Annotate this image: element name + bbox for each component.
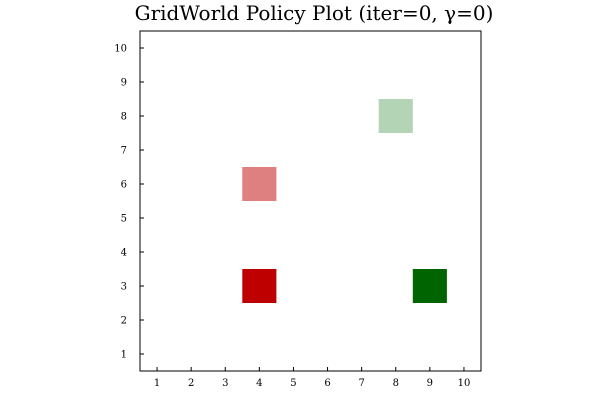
x-tick-label: 1 xyxy=(154,378,160,389)
x-tick-label: 4 xyxy=(256,378,262,389)
chart-title: GridWorld Policy Plot (iter=0, γ=0) xyxy=(135,1,494,25)
x-tick-label: 3 xyxy=(222,378,228,389)
x-tick-label: 9 xyxy=(427,378,433,389)
plot-frame xyxy=(139,30,482,372)
x-tick-label: 7 xyxy=(358,378,364,389)
y-tick-label: 9 xyxy=(121,78,127,89)
grid-cell-8-8 xyxy=(378,99,413,133)
x-tick-label: 10 xyxy=(458,378,471,389)
y-tick-label: 8 xyxy=(121,112,127,123)
y-tick-label: 10 xyxy=(114,44,127,55)
y-tick-label: 2 xyxy=(121,316,127,327)
y-tick-label: 4 xyxy=(121,248,127,259)
y-axis: 1 2 3 4 5 6 7 8 9 10 xyxy=(114,44,144,361)
y-tick-label: 5 xyxy=(121,214,127,225)
y-tick-label: 3 xyxy=(121,282,127,293)
grid-cell-9-3 xyxy=(412,269,447,303)
grid-cell-4-3 xyxy=(242,269,277,303)
x-tick-label: 6 xyxy=(324,378,330,389)
y-tick-label: 1 xyxy=(121,350,127,361)
x-tick-label: 8 xyxy=(393,378,399,389)
y-tick-label: 7 xyxy=(121,146,127,157)
grid-cell-4-6 xyxy=(242,167,277,201)
x-axis: 1 2 3 4 5 6 7 8 9 10 xyxy=(154,367,470,389)
cells-layer xyxy=(242,99,447,303)
x-tick-label: 5 xyxy=(290,378,296,389)
y-tick-label: 6 xyxy=(121,180,127,191)
x-tick-label: 2 xyxy=(188,378,194,389)
